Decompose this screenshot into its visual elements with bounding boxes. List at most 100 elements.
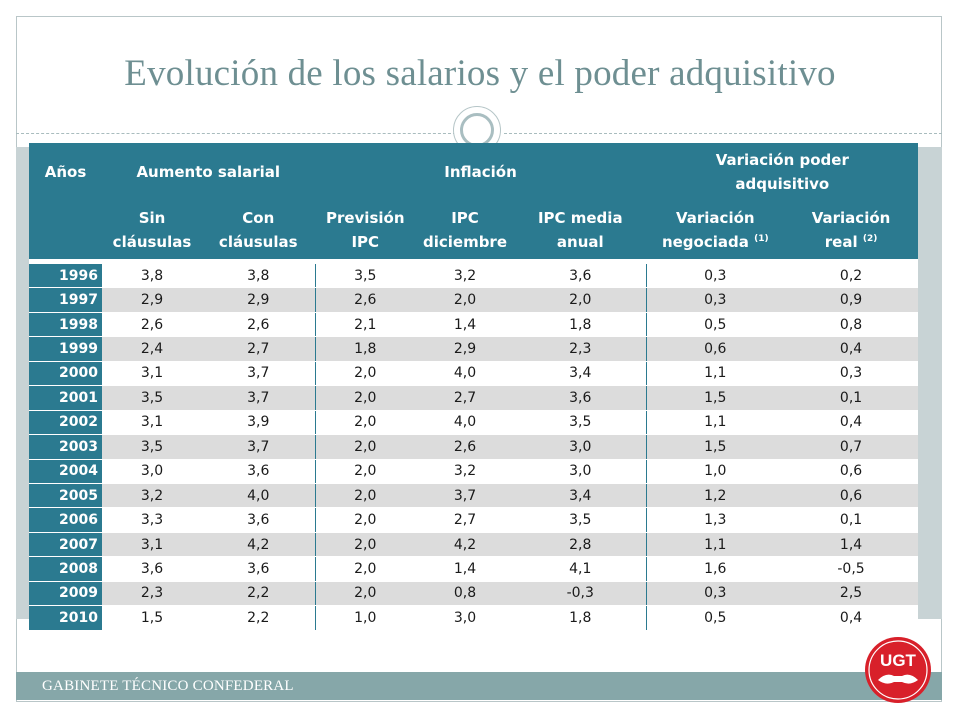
cell-year: 2008 [29,556,102,582]
cell-variacion-negociada: 1,1 [646,532,785,558]
cell-variacion-real: 0,3 [784,361,919,387]
cell-ipc-media-anual: -0,3 [515,581,647,607]
subheader-con-line1: Con [242,209,275,227]
cell-prevision-ipc: 2,0 [315,434,415,460]
subheader-prevision: Previsión IPC [315,201,415,259]
cell-sin-clausulas: 3,1 [102,361,202,387]
table-row: 2009 2,3 2,2 2,0 0,8 -0,3 0,3 2,5 [29,581,919,607]
cell-variacion-negociada: 0,5 [646,312,785,338]
footnote-2-marker: (2) [862,234,878,244]
cell-variacion-negociada: 0,3 [646,581,785,607]
cell-prevision-ipc: 2,0 [315,556,415,582]
cell-sin-clausulas: 2,3 [102,581,202,607]
cell-year: 2006 [29,507,102,533]
cell-year: 2005 [29,483,102,509]
cell-sin-clausulas: 3,5 [102,434,202,460]
cell-year: 2009 [29,581,102,607]
cell-ipc-diciembre: 2,9 [415,336,515,362]
subheader-ipc-dic-line2: diciembre [422,233,508,251]
cell-year: 1998 [29,312,102,338]
cell-variacion-negociada: 1,3 [646,507,785,533]
table-row: 2005 3,2 4,0 2,0 3,7 3,4 1,2 0,6 [29,483,919,509]
footnote-1-marker: (1) [754,234,769,244]
cell-prevision-ipc: 1,0 [315,605,415,631]
table-row: 2003 3,5 3,7 2,0 2,6 3,0 1,5 0,7 [29,434,919,460]
cell-variacion-real: 0,2 [784,264,919,289]
header-gap [29,259,919,264]
cell-variacion-negociada: 1,1 [646,361,785,387]
cell-ipc-media-anual: 2,3 [515,336,647,362]
divider-left [16,133,456,134]
subheader-sin: Sin cláusulas [102,201,202,259]
cell-sin-clausulas: 3,8 [102,264,202,289]
cell-prevision-ipc: 2,1 [315,312,415,338]
cell-con-clausulas: 4,2 [202,532,316,558]
subheader-sin-line1: Sin [138,209,166,227]
cell-variacion-real: 2,5 [784,581,919,607]
cell-sin-clausulas: 3,0 [102,459,202,484]
cell-ipc-diciembre: 2,7 [415,385,515,411]
subheader-ipc-media-line2: anual [556,233,604,251]
logo-text: UGT [880,651,917,670]
table-row: 1998 2,6 2,6 2,1 1,4 1,8 0,5 0,8 [29,312,919,338]
cell-year: 2001 [29,385,102,411]
cell-year: 1996 [29,264,102,289]
cell-con-clausulas: 2,2 [202,581,316,607]
cell-prevision-ipc: 2,0 [315,385,415,411]
table-row: 2000 3,1 3,7 2,0 4,0 3,4 1,1 0,3 [29,361,919,387]
cell-ipc-media-anual: 3,6 [515,264,647,289]
cell-prevision-ipc: 2,0 [315,532,415,558]
cell-ipc-diciembre: 3,2 [415,264,515,289]
subheader-ipc-dic-line1: IPC [451,209,479,227]
subheader-real-line1: Variación [811,209,891,227]
cell-variacion-negociada: 1,5 [646,385,785,411]
header-inflation: Inflación [315,143,647,201]
footer-band [16,672,942,700]
cell-ipc-media-anual: 3,4 [515,483,647,509]
header-power-line2: adquisitivo [735,175,830,193]
slide-title: Evolución de los salarios y el poder adq… [124,53,836,94]
cell-variacion-negociada: 1,0 [646,459,785,484]
cell-con-clausulas: 3,6 [202,459,316,484]
cell-sin-clausulas: 3,1 [102,532,202,558]
divider-right [504,133,942,134]
cell-prevision-ipc: 1,8 [315,336,415,362]
cell-con-clausulas: 3,6 [202,556,316,582]
cell-ipc-diciembre: 1,4 [415,312,515,338]
cell-con-clausulas: 3,7 [202,434,316,460]
subheader-con: Con cláusulas [202,201,316,259]
cell-ipc-diciembre: 4,0 [415,410,515,436]
cell-variacion-real: 0,6 [784,459,919,484]
cell-sin-clausulas: 2,9 [102,287,202,313]
cell-con-clausulas: 2,9 [202,287,316,313]
cell-ipc-media-anual: 3,5 [515,410,647,436]
cell-variacion-negociada: 1,2 [646,483,785,509]
table-row: 2001 3,5 3,7 2,0 2,7 3,6 1,5 0,1 [29,385,919,411]
subheader-real: Variación real (2) [784,201,919,259]
cell-ipc-diciembre: 2,0 [415,287,515,313]
cell-con-clausulas: 2,6 [202,312,316,338]
cell-variacion-real: -0,5 [784,556,919,582]
table-row: 2008 3,6 3,6 2,0 1,4 4,1 1,6 -0,5 [29,556,919,582]
cell-ipc-media-anual: 3,5 [515,507,647,533]
cell-ipc-diciembre: 4,0 [415,361,515,387]
cell-ipc-media-anual: 3,0 [515,434,647,460]
cell-con-clausulas: 3,6 [202,507,316,533]
subheader-sin-line2: cláusulas [112,233,192,251]
cell-year: 2007 [29,532,102,558]
cell-variacion-real: 0,1 [784,385,919,411]
cell-ipc-media-anual: 1,8 [515,312,647,338]
subheader-ipc-media: IPC media anual [515,201,647,259]
cell-year: 2003 [29,434,102,460]
subheader-prevision-line1: Previsión [325,209,405,227]
cell-sin-clausulas: 3,1 [102,410,202,436]
cell-prevision-ipc: 2,0 [315,410,415,436]
cell-ipc-diciembre: 3,7 [415,483,515,509]
header-power: Variación poder adquisitivo [646,143,919,201]
cell-variacion-real: 0,7 [784,434,919,460]
cell-year: 2004 [29,459,102,484]
cell-variacion-negociada: 1,1 [646,410,785,436]
subheader-ipc-dic: IPC diciembre [415,201,515,259]
cell-con-clausulas: 3,9 [202,410,316,436]
cell-year: 2000 [29,361,102,387]
